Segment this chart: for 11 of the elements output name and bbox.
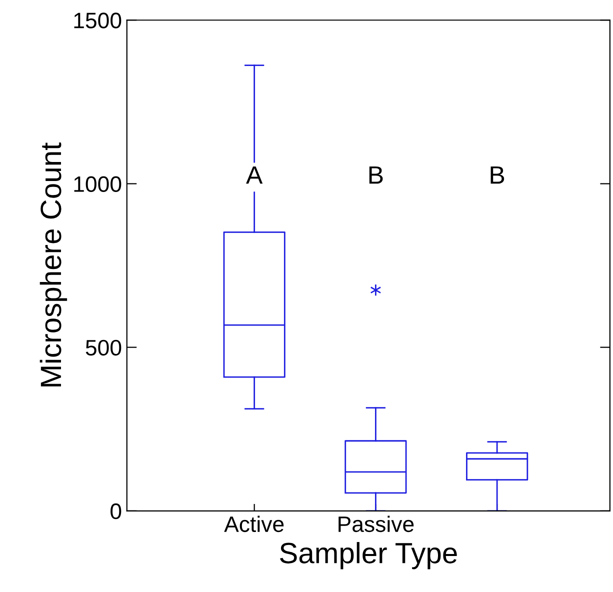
y-tick-label: 1500 bbox=[74, 12, 122, 28]
x-tick-label: Active bbox=[224, 516, 284, 532]
annotation: B bbox=[369, 166, 383, 184]
y-tick-label: 500 bbox=[86, 340, 122, 356]
annotation: B bbox=[490, 166, 504, 184]
x-axis-title: Sampler Type bbox=[280, 542, 457, 570]
y-tick-label: 0 bbox=[110, 503, 122, 520]
y-axis-title: Microsphere Count bbox=[40, 142, 68, 386]
x-tick-label: Passive bbox=[338, 516, 414, 532]
annotation: A bbox=[246, 166, 263, 184]
y-tick-label: 1000 bbox=[74, 176, 122, 192]
